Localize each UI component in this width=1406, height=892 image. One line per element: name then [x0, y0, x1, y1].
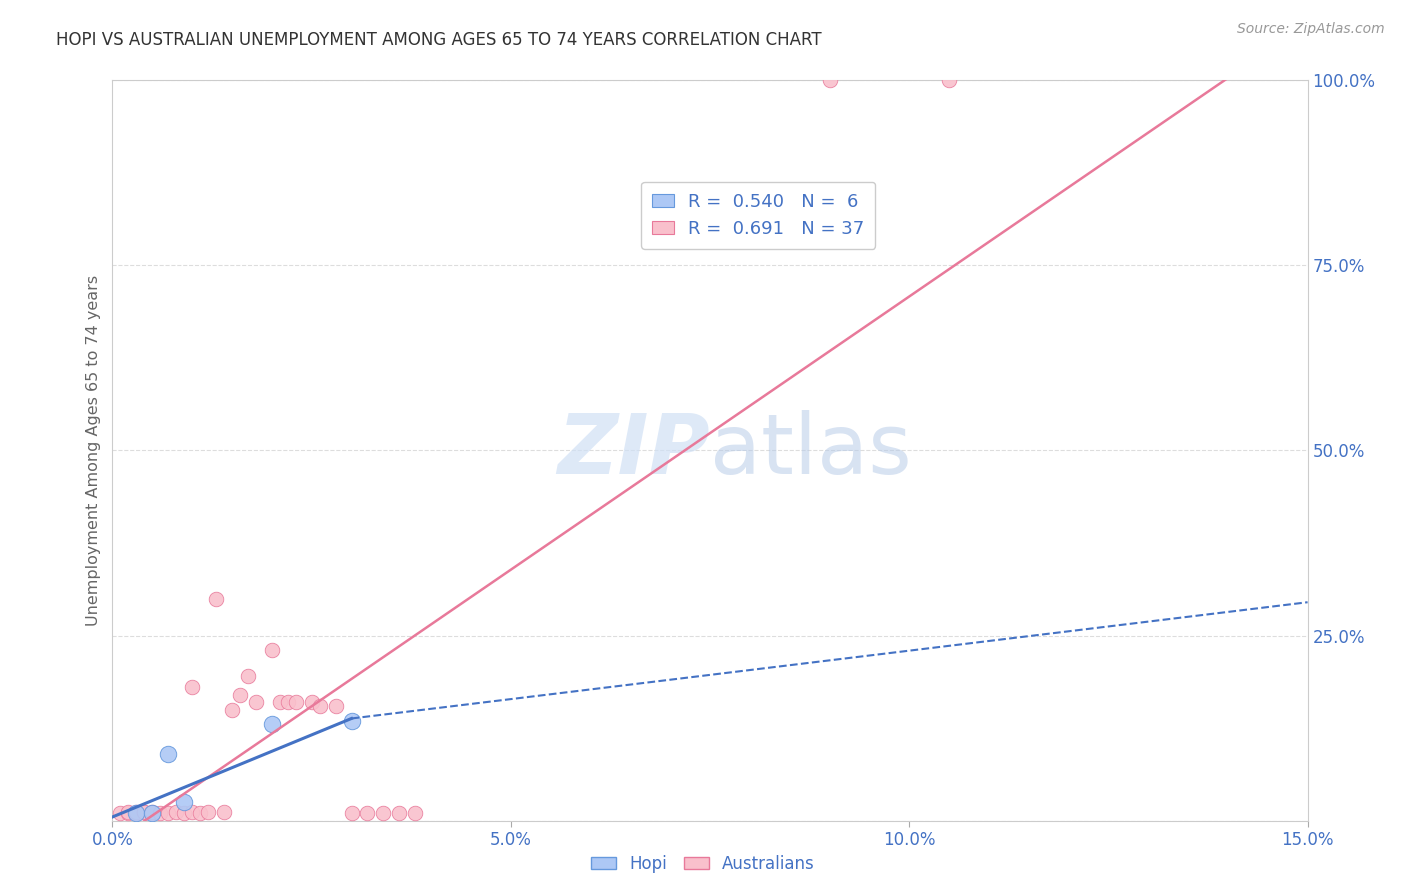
- Point: [181, 805, 204, 819]
- Point: [134, 805, 156, 819]
- Point: [356, 806, 378, 821]
- Point: [141, 806, 163, 821]
- Legend: R =  0.540   N =  6, R =  0.691   N = 37: R = 0.540 N = 6, R = 0.691 N = 37: [641, 182, 876, 249]
- Point: [260, 643, 283, 657]
- Point: [388, 806, 411, 821]
- Y-axis label: Unemployment Among Ages 65 to 74 years: Unemployment Among Ages 65 to 74 years: [86, 275, 101, 626]
- Point: [173, 795, 195, 809]
- Point: [340, 714, 363, 728]
- Point: [212, 805, 235, 819]
- Point: [125, 806, 148, 821]
- Point: [141, 805, 163, 819]
- Point: [938, 73, 960, 87]
- Point: [236, 669, 259, 683]
- Point: [110, 806, 132, 821]
- Point: [205, 591, 228, 606]
- Point: [157, 806, 180, 821]
- Point: [221, 703, 243, 717]
- Text: Source: ZipAtlas.com: Source: ZipAtlas.com: [1237, 22, 1385, 37]
- Point: [173, 806, 195, 821]
- Point: [325, 698, 347, 713]
- Legend: Hopi, Australians: Hopi, Australians: [585, 848, 821, 880]
- Text: ZIP: ZIP: [557, 410, 710, 491]
- Point: [260, 717, 283, 731]
- Point: [269, 695, 291, 709]
- Point: [818, 73, 841, 87]
- Point: [340, 806, 363, 821]
- Point: [404, 806, 426, 821]
- Text: atlas: atlas: [710, 410, 911, 491]
- Point: [134, 805, 156, 819]
- Point: [117, 805, 139, 819]
- Text: HOPI VS AUSTRALIAN UNEMPLOYMENT AMONG AGES 65 TO 74 YEARS CORRELATION CHART: HOPI VS AUSTRALIAN UNEMPLOYMENT AMONG AG…: [56, 31, 823, 49]
- Point: [373, 806, 395, 821]
- Point: [141, 806, 163, 821]
- Point: [197, 805, 219, 819]
- Point: [165, 805, 187, 819]
- Point: [245, 695, 267, 709]
- Point: [149, 806, 172, 821]
- Point: [284, 695, 307, 709]
- Point: [125, 805, 148, 819]
- Point: [117, 806, 139, 821]
- Point: [229, 688, 252, 702]
- Point: [308, 698, 330, 713]
- Point: [125, 806, 148, 821]
- Point: [277, 695, 299, 709]
- Point: [157, 747, 180, 761]
- Point: [301, 695, 323, 709]
- Point: [181, 681, 204, 695]
- Point: [188, 806, 211, 821]
